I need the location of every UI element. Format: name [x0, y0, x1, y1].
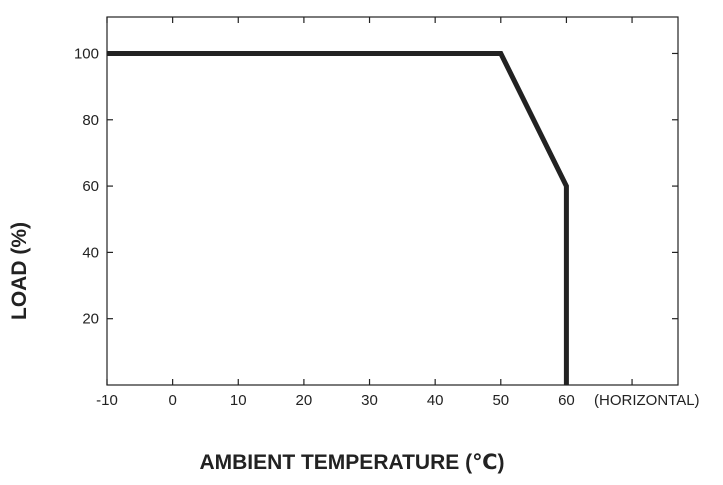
y-axis-ticks: [107, 52, 678, 320]
y-tick-label: 40: [82, 244, 99, 261]
x-tick-label: -10: [96, 392, 118, 409]
load-derating-curve: [107, 51, 569, 385]
y-axis-title: LOAD (%): [8, 222, 31, 320]
x-tick-label: 20: [296, 392, 313, 409]
y-tick-label: 80: [82, 112, 99, 129]
x-tick-label: 50: [492, 392, 509, 409]
x-axis-tick-labels: -10 0 10 20 30 40 50 60: [96, 392, 575, 409]
plot-frame: [106, 16, 679, 386]
x-axis-title: AMBIENT TEMPERATURE (℃): [199, 451, 504, 474]
y-tick-label: 20: [82, 311, 99, 328]
x-tick-label: 10: [230, 392, 247, 409]
x-tick-label: 40: [427, 392, 444, 409]
y-tick-label: 60: [82, 178, 99, 195]
y-tick-label: 100: [74, 45, 99, 62]
y-axis-tick-labels: 20 40 60 80 100: [74, 45, 99, 327]
x-tick-label: 30: [361, 392, 378, 409]
x-tick-label: 60: [558, 392, 575, 409]
x-tick-label: 0: [168, 392, 176, 409]
x-axis-ticks: [106, 17, 633, 385]
x-axis-orientation-label: (HORIZONTAL): [594, 392, 700, 409]
